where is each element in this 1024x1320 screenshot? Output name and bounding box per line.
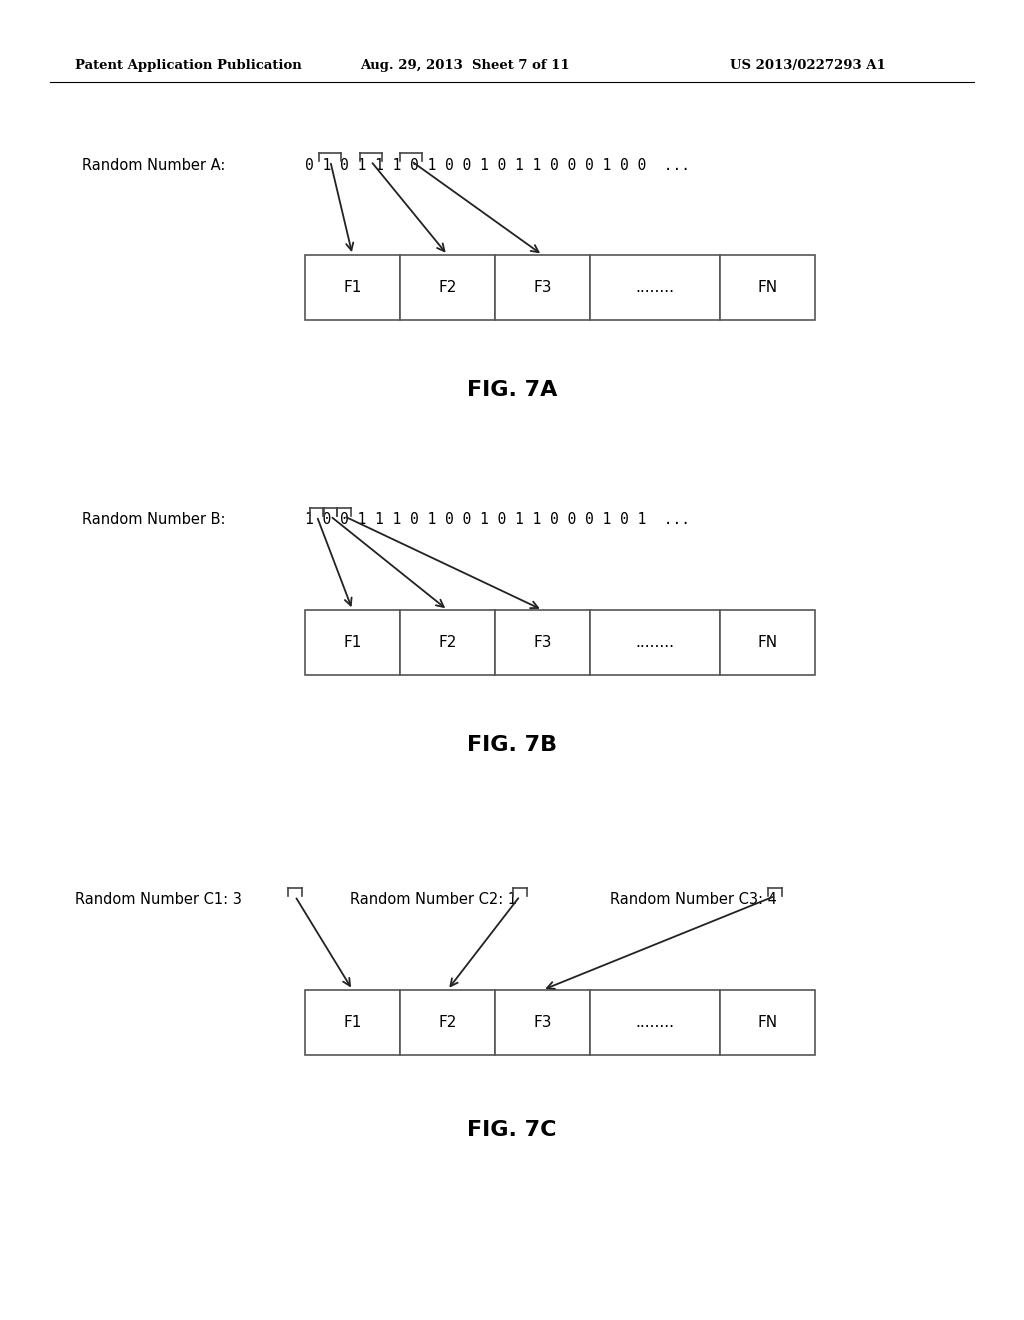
Text: F2: F2 <box>438 280 457 294</box>
Text: FIG. 7B: FIG. 7B <box>467 735 557 755</box>
Text: ........: ........ <box>636 635 675 649</box>
Text: FIG. 7C: FIG. 7C <box>467 1119 557 1140</box>
Text: Random Number A:: Random Number A: <box>82 157 225 173</box>
Bar <box>590 255 720 319</box>
Bar <box>720 610 815 675</box>
Bar <box>305 255 400 319</box>
Text: FN: FN <box>758 280 777 294</box>
Text: 0 1 0 1 1 1 0 1 0 0 1 0 1 1 0 0 0 1 0 0  ...: 0 1 0 1 1 1 0 1 0 0 1 0 1 1 0 0 0 1 0 0 … <box>305 157 690 173</box>
Bar <box>720 255 815 319</box>
Text: FIG. 7A: FIG. 7A <box>467 380 557 400</box>
Bar <box>590 990 720 1055</box>
Text: Random Number B:: Random Number B: <box>82 512 225 528</box>
Bar <box>495 255 590 319</box>
Bar <box>400 990 495 1055</box>
Text: F2: F2 <box>438 635 457 649</box>
Text: Patent Application Publication: Patent Application Publication <box>75 58 302 71</box>
Text: F1: F1 <box>343 280 361 294</box>
Text: Random Number C2: 1: Random Number C2: 1 <box>350 892 517 908</box>
Text: FN: FN <box>758 635 777 649</box>
Text: F3: F3 <box>534 635 552 649</box>
Text: US 2013/0227293 A1: US 2013/0227293 A1 <box>730 58 886 71</box>
Text: F1: F1 <box>343 635 361 649</box>
Text: 1 0 0 1 1 1 0 1 0 0 1 0 1 1 0 0 0 1 0 1  ...: 1 0 0 1 1 1 0 1 0 0 1 0 1 1 0 0 0 1 0 1 … <box>305 512 690 528</box>
Bar <box>495 610 590 675</box>
Text: Aug. 29, 2013  Sheet 7 of 11: Aug. 29, 2013 Sheet 7 of 11 <box>360 58 569 71</box>
Bar <box>495 990 590 1055</box>
Text: ........: ........ <box>636 1015 675 1030</box>
Bar <box>400 255 495 319</box>
Bar <box>590 610 720 675</box>
Bar <box>400 610 495 675</box>
Text: FN: FN <box>758 1015 777 1030</box>
Bar <box>305 990 400 1055</box>
Bar <box>720 990 815 1055</box>
Text: ........: ........ <box>636 280 675 294</box>
Bar <box>305 610 400 675</box>
Text: Random Number C1: 3: Random Number C1: 3 <box>75 892 242 908</box>
Text: F3: F3 <box>534 280 552 294</box>
Text: F2: F2 <box>438 1015 457 1030</box>
Text: F1: F1 <box>343 1015 361 1030</box>
Text: Random Number C3: 4: Random Number C3: 4 <box>610 892 777 908</box>
Text: F3: F3 <box>534 1015 552 1030</box>
